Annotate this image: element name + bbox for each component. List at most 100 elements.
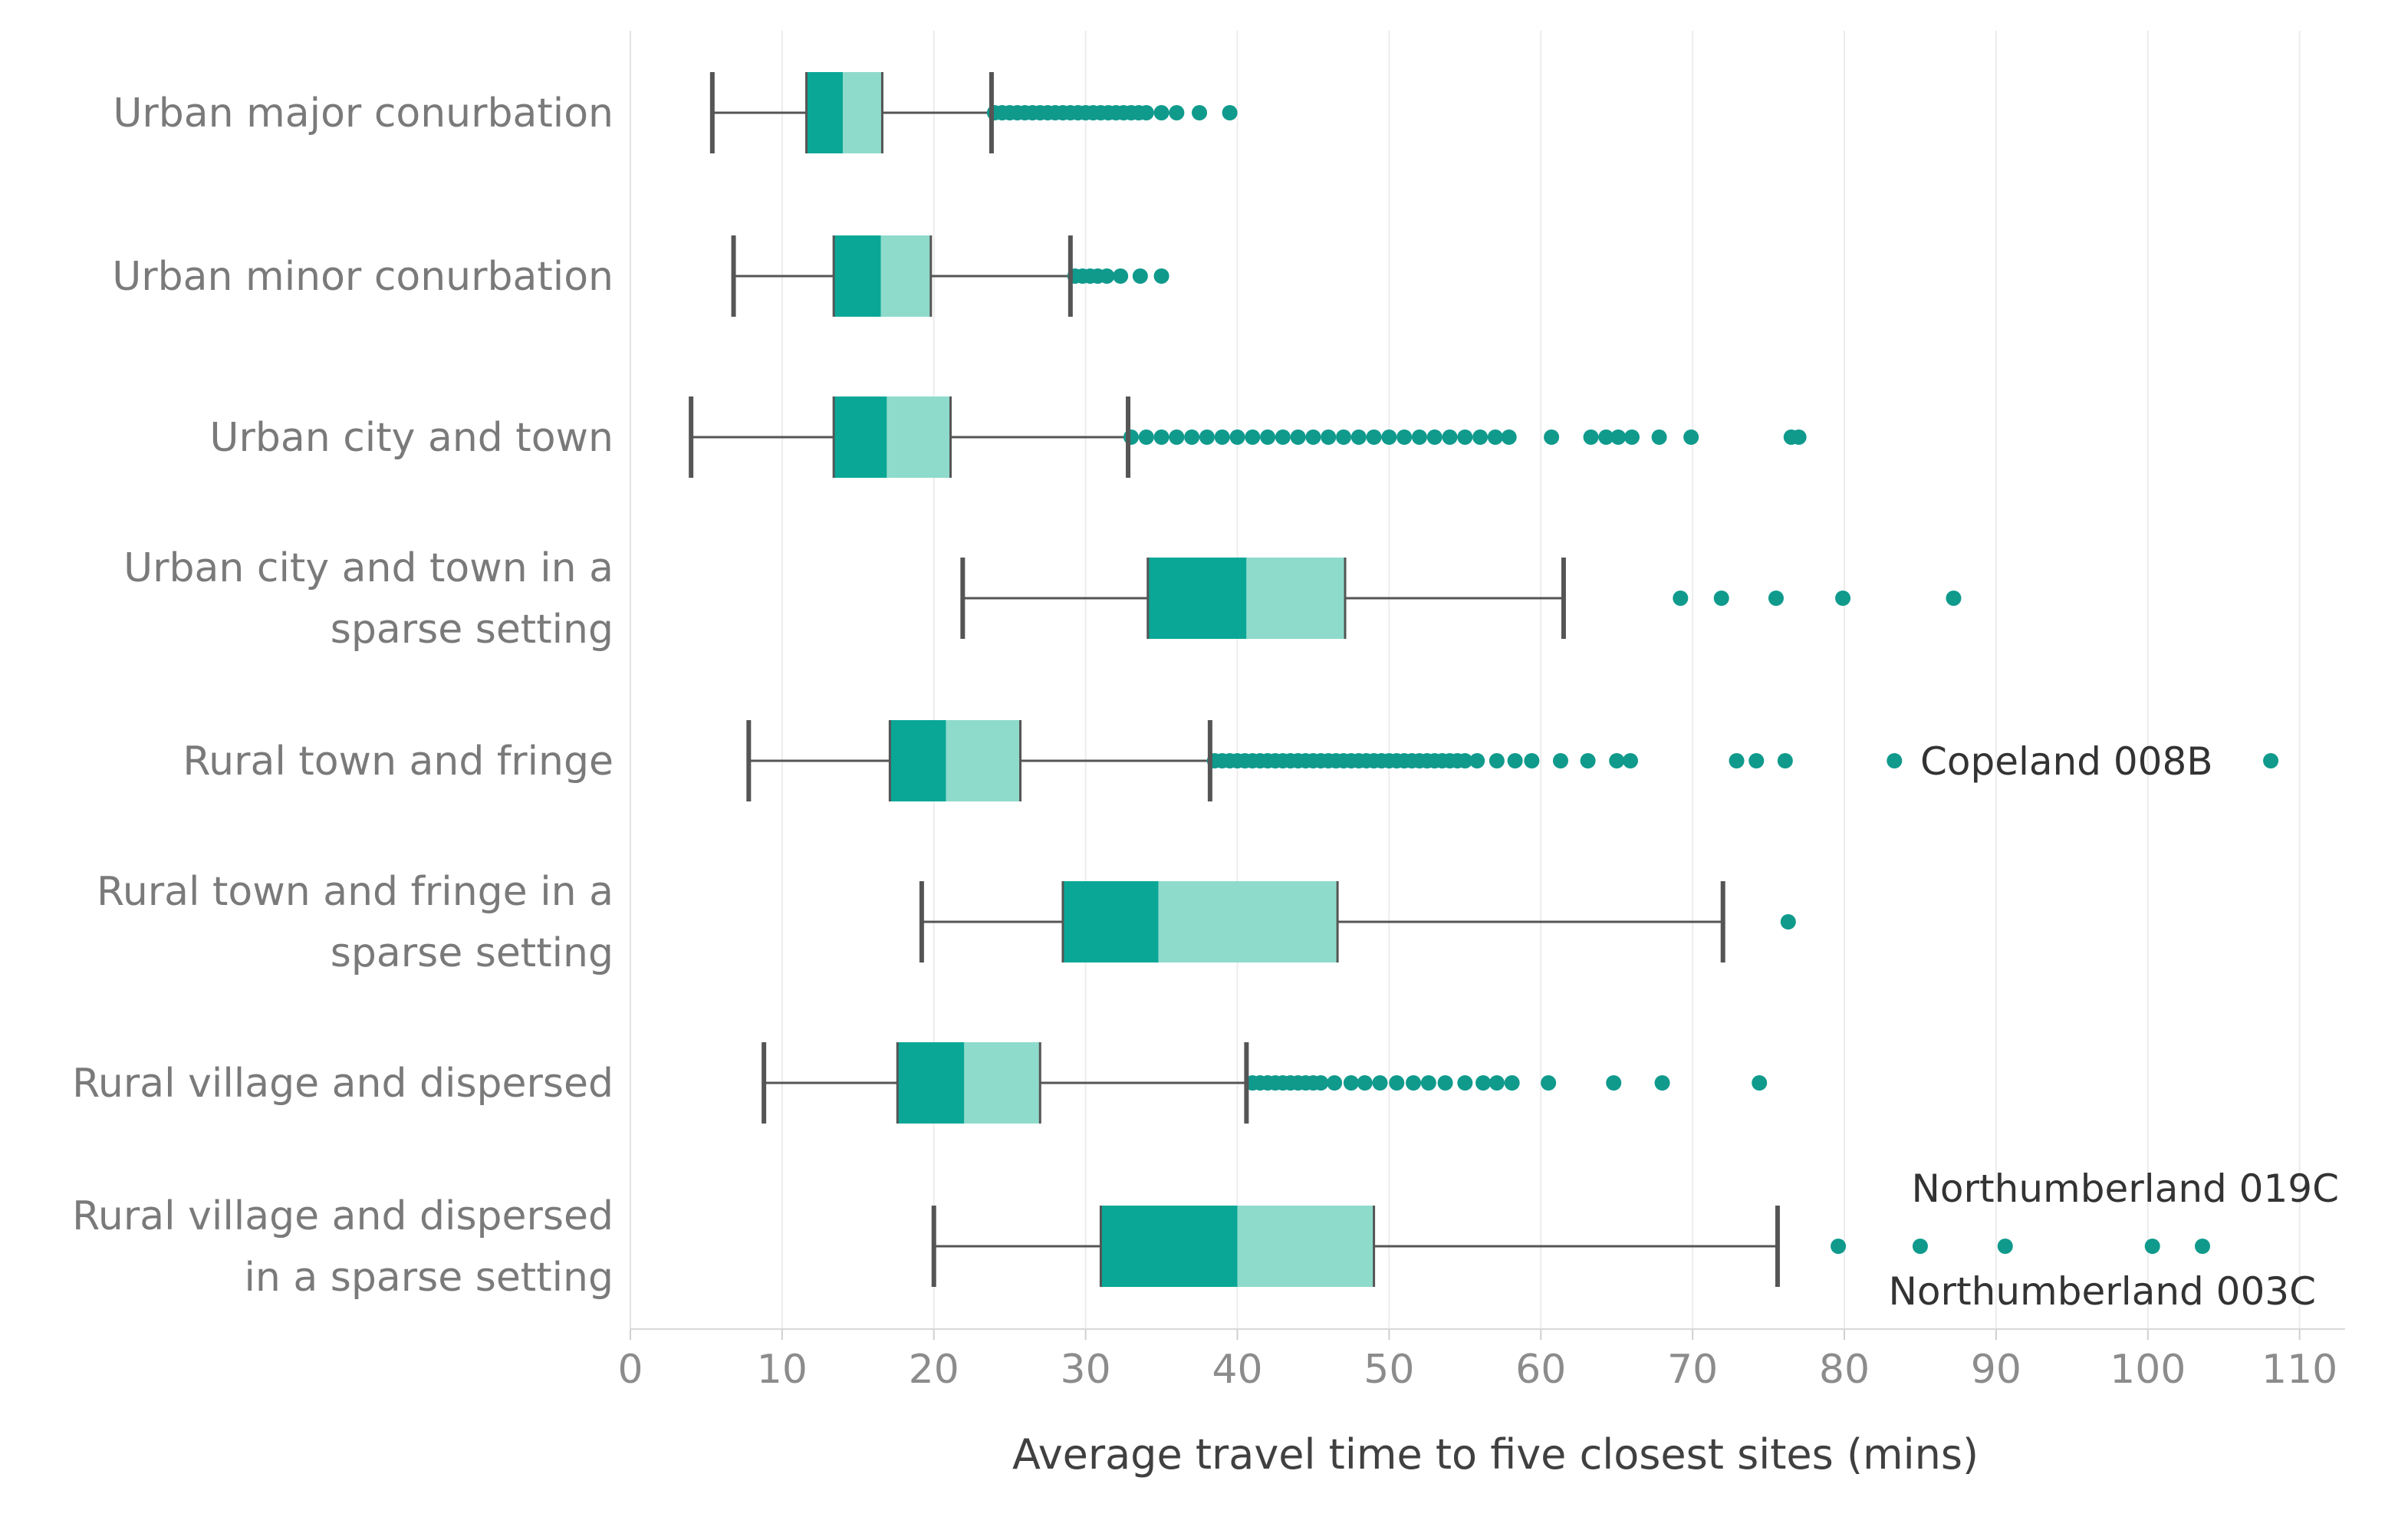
outlier-point [1507,753,1523,768]
outlier-point [1290,429,1306,445]
outlier-point [1366,429,1382,445]
outlier-point [1350,429,1367,445]
box-lower-half [890,720,946,801]
outlier-point [1791,429,1807,445]
box-lower-half [834,396,887,478]
box-row [731,235,1169,317]
outlier-point [1099,268,1115,284]
outlier-point [1192,105,1208,120]
outlier-point [1598,429,1614,445]
category-labels: Urban major conurbation Urban minor conur… [72,90,2339,1314]
outlier-point [1713,591,1729,606]
outlier-point [1381,429,1397,445]
outlier-point [1357,1075,1373,1091]
outlier-point [1606,1075,1622,1091]
outlier-point [1946,591,1962,606]
x-tick-label: 110 [2262,1347,2337,1393]
outlier-point [1169,429,1185,445]
outlier-annotation-top: Northumberland 019C [1912,1166,2340,1211]
outlier-point [1609,753,1625,768]
box-row [709,72,1238,153]
outlier-point [1504,1075,1520,1091]
outlier-annotation: Copeland 008B [1920,739,2213,784]
box-row [689,396,1807,478]
category-label: sparse setting [331,607,614,653]
outlier-point [1327,1075,1343,1091]
outlier-point [1113,268,1129,284]
category-label: Rural town and fringe in a [97,869,614,915]
box-lower-half [1062,881,1159,962]
outlier-point [1487,429,1503,445]
box-row [746,720,2279,801]
category-label: Rural village and dispersed [72,1193,614,1239]
outlier-point [1457,753,1473,768]
x-tick-label: 60 [1515,1347,1566,1393]
outlier-annotation-bottom: Northumberland 003C [1889,1269,2317,1314]
outlier-point [1489,753,1505,768]
x-tick-label: 10 [757,1347,808,1393]
outlier-point [1214,429,1230,445]
outlier-point [1475,1075,1492,1091]
grid-lines [630,31,2301,1329]
x-tick-label: 40 [1212,1347,1262,1393]
outlier-point [1835,591,1851,606]
x-tick-label: 0 [617,1347,643,1393]
outlier-point [1501,429,1517,445]
outlier-point [1138,105,1154,120]
outlier-point [1623,429,1640,445]
box-series [689,72,2279,1287]
x-tick-label: 20 [909,1347,959,1393]
outlier-point [1524,753,1540,768]
x-axis: 0 10 20 30 40 50 60 70 80 90 100 110 [617,31,2345,1393]
x-axis-title: Average travel time to five closest site… [1012,1430,1979,1479]
x-tick-label: 50 [1364,1347,1414,1393]
outlier-point [1768,591,1784,606]
outlier-point [1138,429,1154,445]
outlier-point [1469,753,1485,768]
outlier-point [1997,1239,2013,1254]
outlier-point [1389,1075,1405,1091]
outlier-point [1912,1239,1928,1254]
category-label: in a sparse setting [244,1255,614,1301]
outlier-point [1229,429,1245,445]
box-upper-half [964,1042,1041,1124]
outlier-point [1729,753,1745,768]
outlier-point [1748,753,1765,768]
outlier-point [1321,429,1337,445]
outlier-point [2144,1239,2160,1254]
box-upper-half [843,72,883,153]
box-upper-half [1158,881,1338,962]
box-lower-half [1147,558,1247,639]
outlier-point [1544,429,1560,445]
box-upper-half [946,720,1021,801]
category-label: Rural village and dispersed [72,1061,614,1107]
box-row [919,881,1796,962]
x-tick-label: 70 [1667,1347,1718,1393]
outlier-point [1420,1075,1436,1091]
outlier-point [1457,429,1473,445]
outlier-point [1780,914,1796,930]
box-upper-half [880,235,931,317]
outlier-point [2194,1239,2210,1254]
outlier-point [1305,429,1321,445]
outlier-point [1752,1075,1768,1091]
outlier-point [1623,753,1639,768]
outlier-point [1683,429,1699,445]
outlier-point [1199,429,1215,445]
outlier-point [1153,268,1169,284]
outlier-point [1489,1075,1505,1091]
outlier-point [1457,1075,1473,1091]
outlier-point [1313,1075,1329,1091]
outlier-point [1583,429,1599,445]
outlier-point [1541,1075,1557,1091]
box-upper-half [1246,558,1345,639]
category-label: Rural town and fringe [183,739,614,785]
x-tick-label: 80 [1819,1347,1870,1393]
outlier-point [1426,429,1442,445]
outlier-point [1472,429,1489,445]
outlier-point [1396,429,1413,445]
category-label: Urban major conurbation [113,90,614,137]
outlier-point [1654,1075,1670,1091]
outlier-point [1153,105,1169,120]
